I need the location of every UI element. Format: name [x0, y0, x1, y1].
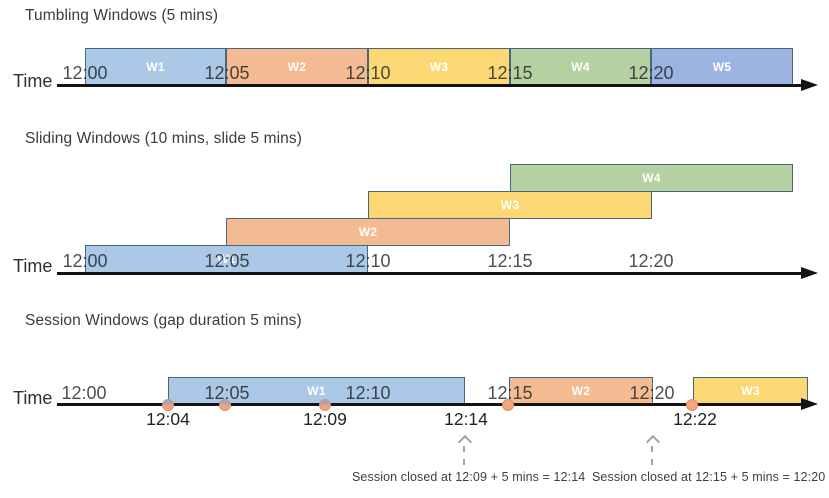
sliding-time-axis-label: Time	[13, 256, 53, 276]
event-dot	[686, 399, 698, 411]
window-label: W4	[571, 59, 590, 74]
tick-label: 12:05	[204, 63, 250, 83]
tick-label: 12:10	[345, 383, 391, 403]
tumbling-time-axis	[57, 84, 803, 87]
tick-label: 12:15	[487, 383, 533, 403]
event-dot	[219, 399, 231, 411]
window-label: W2	[358, 225, 378, 239]
event-dot	[162, 399, 174, 411]
window-label: W1	[307, 384, 326, 398]
window-label: W3	[741, 384, 760, 398]
tumbling-window-w4: W4	[510, 48, 651, 85]
session-title: Session Windows (gap duration 5 mins)	[25, 312, 302, 329]
window-label: W1	[146, 59, 165, 74]
tumbling-time-axis-label: Time	[13, 71, 53, 91]
tick-label: 12:15	[487, 63, 533, 83]
tick-label: 12:20	[628, 251, 674, 271]
session-closed-annotation: Session closed at 12:09 + 5 mins = 12:14	[352, 470, 586, 484]
dashed-arrow-stem	[463, 446, 465, 465]
tick-label: 12:10	[345, 251, 391, 271]
sliding-window-w3: W3	[368, 191, 652, 219]
session-window-w2: W2	[509, 377, 653, 405]
tick-label: 12:00	[62, 251, 108, 271]
tumbling-window-w2: W2	[226, 48, 368, 85]
window-label: W2	[571, 384, 591, 398]
session-time-axis	[57, 403, 803, 406]
tick-label: 12:05	[204, 383, 250, 403]
tumbling-axis-arrowhead-icon	[801, 79, 818, 91]
tick-label: 12:15	[487, 251, 533, 271]
tick-label: 12:20	[629, 383, 675, 403]
sliding-window-w1: W1	[85, 245, 368, 273]
event-dot	[502, 399, 514, 411]
session-axis-arrowhead-icon	[801, 398, 818, 410]
sliding-title: Sliding Windows (10 mins, slide 5 mins)	[25, 130, 302, 147]
tick-label: 12:10	[345, 63, 391, 83]
dashed-arrow-stem	[651, 446, 653, 465]
window-label: W2	[287, 59, 307, 74]
event-time-label: 12:14	[444, 409, 488, 429]
session-window-w3: W3	[693, 377, 808, 405]
tick-label: 12:00	[61, 383, 107, 403]
sliding-window-w4: W4	[510, 164, 793, 192]
window-label: W3	[500, 198, 520, 212]
window-label: W1	[217, 252, 236, 266]
sliding-window-w2: W2	[226, 218, 510, 246]
dashed-up-arrow-icon	[457, 434, 473, 450]
event-dot	[319, 399, 331, 411]
session-time-axis-label: Time	[13, 388, 53, 408]
tick-label: 12:05	[204, 251, 250, 271]
window-label: W3	[429, 59, 449, 74]
tumbling-title: Tumbling Windows (5 mins)	[25, 7, 219, 24]
event-time-label: 12:09	[303, 409, 347, 429]
event-time-label: 12:22	[673, 409, 717, 429]
window-label: W5	[712, 59, 732, 74]
tumbling-window-w5: W5	[651, 48, 793, 85]
sliding-time-axis	[57, 272, 803, 275]
tick-label: 12:00	[62, 63, 108, 83]
tick-label: 12:20	[628, 63, 674, 83]
dashed-up-arrow-icon	[645, 434, 661, 450]
sliding-axis-arrowhead-icon	[801, 267, 818, 279]
window-label: W4	[642, 171, 661, 185]
event-time-label: 12:04	[146, 409, 190, 429]
session-closed-annotation: Session closed at 12:15 + 5 mins = 12:20	[592, 470, 826, 484]
